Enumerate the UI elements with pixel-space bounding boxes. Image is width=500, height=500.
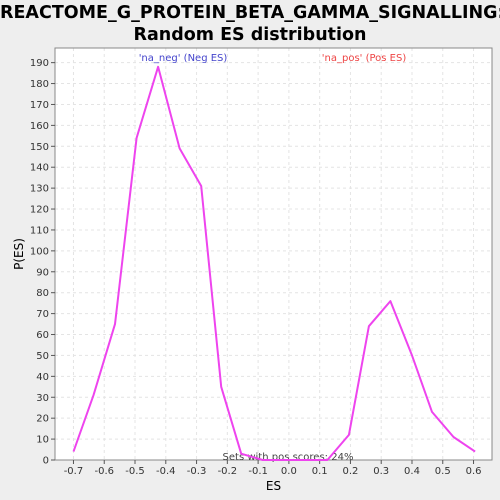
pos-es-label: 'na_pos' (Pos ES) [322, 53, 407, 64]
series-line [72, 65, 476, 461]
y-tick-label: 170 [30, 100, 49, 111]
y-tick-label: 10 [36, 435, 49, 446]
y-tick-label: 70 [36, 309, 49, 320]
chart-title-line1: REACTOME_G_PROTEIN_BETA_GAMMA_SIGNALLING… [0, 3, 500, 23]
neg-es-label: 'na_neg' (Neg ES) [139, 53, 228, 64]
x-tick-label: 0.2 [342, 466, 358, 477]
x-tick-label: -0.3 [187, 466, 207, 477]
y-tick-label: 140 [30, 163, 49, 174]
y-tick-label: 0 [43, 456, 49, 467]
x-tick-label: -0.4 [156, 466, 176, 477]
x-tick-label: -0.7 [64, 466, 84, 477]
y-tick-label: 120 [30, 205, 49, 216]
x-tick-label: 0.1 [312, 466, 328, 477]
y-tick-label: 110 [30, 225, 49, 236]
y-tick-label: 130 [30, 184, 49, 195]
y-tick-label: 30 [36, 393, 49, 404]
x-tick-label: -0.6 [94, 466, 114, 477]
y-axis-label: P(ES) [12, 238, 26, 270]
y-tick-label: 20 [36, 414, 49, 425]
x-tick-label: -0.5 [125, 466, 145, 477]
y-tick-label: 60 [36, 330, 49, 341]
chart-title-line2: Random ES distribution [133, 25, 367, 45]
x-tick-label: 0.0 [281, 466, 297, 477]
plot-area [55, 48, 492, 460]
y-tick-label: 100 [30, 246, 49, 257]
x-tick-label: -0.2 [218, 466, 238, 477]
x-axis-label: ES [266, 479, 281, 493]
y-tick-label: 150 [30, 142, 49, 153]
y-tick-label: 160 [30, 121, 49, 132]
y-tick-label: 190 [30, 58, 49, 69]
x-tick-label: 0.3 [373, 466, 389, 477]
y-tick-label: 90 [36, 267, 49, 278]
x-tick-label: 0.6 [466, 466, 482, 477]
y-tick-label: 80 [36, 288, 49, 299]
x-tick-label: 0.4 [404, 466, 420, 477]
y-tick-label: 40 [36, 372, 49, 383]
x-tick-label: 0.5 [435, 466, 451, 477]
y-tick-label: 180 [30, 79, 49, 90]
pos-scores-footer: Sets with pos scores: 24% [223, 452, 354, 463]
y-tick-label: 50 [36, 351, 49, 362]
x-tick-label: -0.1 [248, 466, 268, 477]
